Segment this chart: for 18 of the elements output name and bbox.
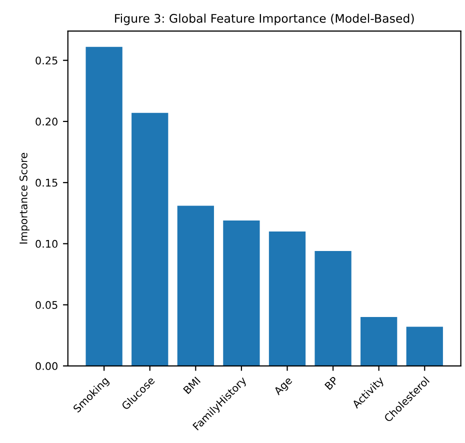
y-tick-label: 0.25 [36,56,58,64]
bar [360,317,398,366]
chart-title: Figure 3: Global Feature Importance (Model-Based) [115,14,414,26]
bar [406,326,443,366]
bar [177,206,214,366]
y-axis-title: Importance Score [20,152,30,244]
x-tick-label: BP [324,376,338,390]
y-tick-label: 0.15 [36,178,58,187]
x-tick-label: Age [273,376,294,397]
y-tick-label: 0.10 [36,240,58,248]
bar [223,220,260,366]
bar [314,251,352,366]
bar [268,231,306,366]
bar [132,112,168,366]
y-tick-label: 0.05 [36,301,58,309]
y-tick-label: 0.00 [36,362,58,370]
bar [86,46,122,366]
y-tick-label: 0.20 [36,118,58,126]
